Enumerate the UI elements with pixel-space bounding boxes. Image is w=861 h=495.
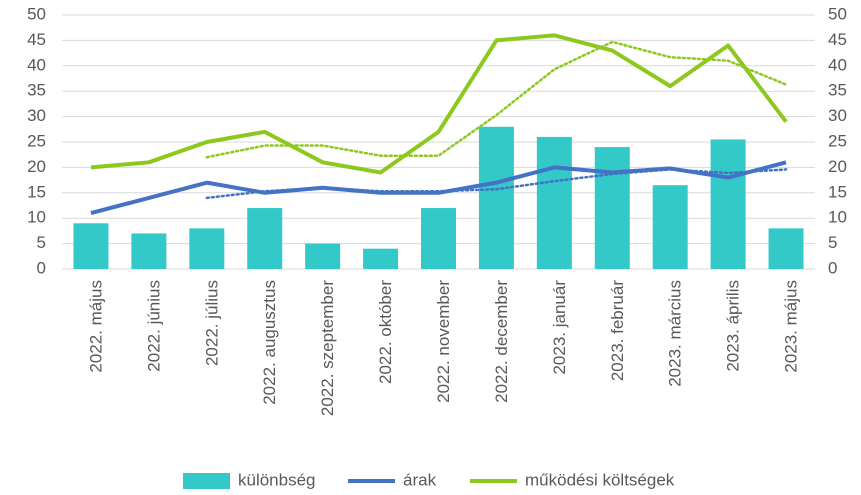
bar — [594, 147, 630, 269]
x-tick-label: 2023. március — [666, 280, 685, 387]
y2-tick-label: 40 — [828, 55, 847, 74]
y-tick-label: 10 — [27, 208, 46, 227]
bar — [536, 136, 572, 269]
y2-tick-label: 10 — [828, 208, 847, 227]
y2-tick-label: 35 — [828, 81, 847, 100]
y-tick-label: 50 — [27, 4, 46, 23]
bar — [305, 243, 341, 269]
x-tick-label: 2022. december — [492, 280, 511, 403]
y-tick-label: 30 — [27, 106, 46, 125]
legend-swatch — [183, 473, 230, 489]
y2-tick-label: 0 — [828, 258, 837, 277]
y2-tick-label: 20 — [828, 157, 847, 176]
x-tick-label: 2023. május — [782, 280, 801, 373]
bar — [247, 208, 283, 269]
line — [90, 160, 787, 216]
bar — [363, 248, 399, 269]
y-tick-label: 15 — [27, 182, 46, 201]
y2-tick-label: 15 — [828, 182, 847, 201]
y-tick-label: 5 — [37, 233, 46, 252]
y2-tick-label: 30 — [828, 106, 847, 125]
y2-tick-label: 25 — [828, 131, 847, 150]
x-tick-label: 2022. november — [434, 280, 453, 403]
x-tick-label: 2022. május — [86, 280, 105, 373]
bar — [73, 223, 109, 269]
y-tick-label: 45 — [27, 30, 46, 49]
x-tick-label: 2022. június — [144, 280, 163, 372]
y-tick-label: 40 — [27, 55, 46, 74]
bar — [768, 228, 804, 269]
y2-tick-label: 5 — [828, 233, 837, 252]
x-tick-label: 2022. augusztus — [260, 280, 279, 405]
x-tick-label: 2022. október — [376, 280, 395, 384]
x-tick-label: 2022. szeptember — [318, 280, 337, 416]
bar — [478, 126, 514, 269]
y-tick-label: 0 — [37, 258, 46, 277]
bar — [652, 185, 688, 269]
y-tick-label: 35 — [27, 81, 46, 100]
line — [90, 33, 788, 175]
legend-label: árak — [403, 470, 437, 489]
y2-tick-label: 50 — [828, 4, 847, 23]
trend-line — [205, 40, 788, 159]
x-tick-label: 2023. február — [608, 280, 627, 381]
bar — [131, 233, 167, 269]
legend-label: különbség — [238, 470, 316, 489]
y2-tick-label: 45 — [828, 30, 847, 49]
bar — [189, 228, 225, 269]
legend-label: működési költségek — [525, 470, 675, 489]
bar — [710, 139, 746, 269]
y-tick-label: 20 — [27, 157, 46, 176]
x-tick-label: 2022. július — [202, 280, 221, 366]
x-tick-label: 2023. január — [550, 280, 569, 375]
x-tick-label: 2023. április — [724, 280, 743, 372]
bar — [421, 208, 456, 269]
y-tick-label: 25 — [27, 131, 46, 150]
